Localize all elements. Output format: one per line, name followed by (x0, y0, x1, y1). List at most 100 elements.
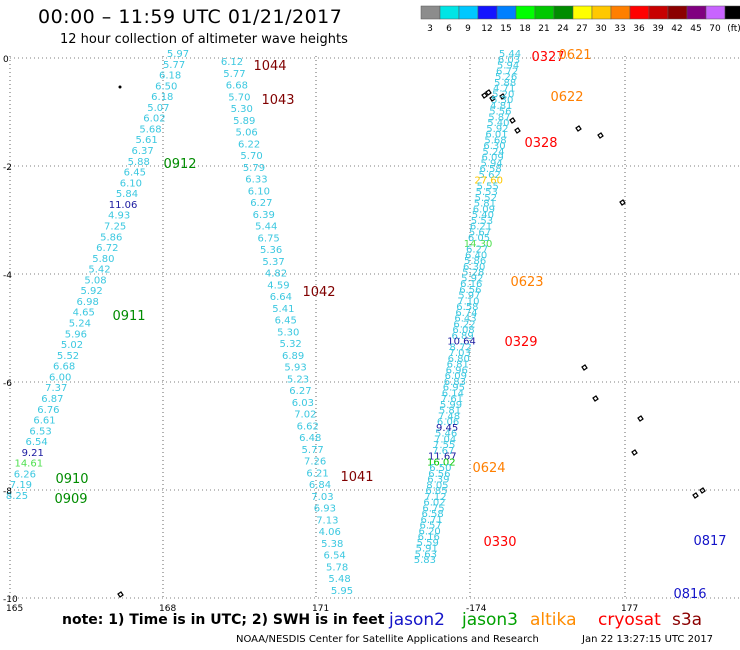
wave-height-value: 5.41 (272, 304, 294, 315)
wave-height-value: 5.77 (163, 60, 185, 71)
wave-height-value: 8.72 (450, 342, 472, 353)
island-outline (597, 132, 604, 139)
wave-height-value: 5.81 (439, 406, 461, 417)
wave-height-value: 6.80 (448, 354, 470, 365)
wave-height-value: 5.53 (471, 216, 493, 227)
island-outline (485, 89, 492, 96)
wave-height-value: 14.30 (464, 239, 493, 250)
colorbar-swatch (534, 5, 555, 20)
wave-height-value: 6.98 (77, 297, 99, 308)
wave-height-value: 5.30 (277, 327, 299, 338)
wave-height-value: 5.63 (415, 549, 437, 560)
colorbar-swatch (420, 5, 441, 20)
pass-time-label: 0624 (472, 461, 505, 476)
wave-height-value: 6.58 (456, 302, 478, 313)
wave-height-value: 6.43 (454, 314, 476, 325)
islands (117, 85, 706, 598)
colorbar: 3 6 9 12 15 18 21 24 27 30 33 36 39 42 45 70 (ft) (420, 5, 740, 34)
legend-jason3: jason3 (462, 610, 518, 630)
colorbar-swatch (610, 5, 631, 20)
footer-note: note: 1) Time is in UTC; 2) SWH is in fe… (62, 612, 385, 628)
wave-height-value: 7.67 (432, 446, 454, 457)
wave-height-value: 5.44 (255, 222, 277, 233)
wave-height-value: 6.62 (297, 421, 319, 432)
wave-height-value: 11.67 (428, 452, 457, 463)
island-dot (118, 85, 122, 89)
colorbar-label: 24 (557, 24, 569, 34)
longitude-label: 171 (312, 604, 329, 614)
wave-height-value: 7.61 (441, 394, 463, 405)
wave-height-value: 6.39 (427, 475, 449, 486)
wave-height-value: 6.56 (428, 469, 450, 480)
wave-height-value: 11.06 (109, 200, 138, 211)
colorbar-swatch (724, 5, 740, 20)
wave-height-value: 5.77 (302, 445, 324, 456)
wave-height-value: 6.27 (289, 386, 311, 397)
wave-height-value: 5.06 (236, 128, 258, 139)
colorbar-label: 9 (465, 24, 471, 34)
wave-height-value: 5.80 (92, 254, 114, 265)
island-outline (481, 92, 488, 99)
wave-height-value: 5.38 (321, 539, 343, 550)
wave-height-value: 6.81 (447, 360, 469, 371)
wave-height-value: 6.05 (468, 233, 490, 244)
wave-height-value: 6.18 (159, 71, 181, 82)
island-outline (699, 487, 706, 494)
island-outline (581, 364, 588, 371)
pass-time-label: 0328 (524, 136, 557, 151)
wave-height-value: 7.13 (316, 515, 338, 526)
wave-height-value: 6.08 (452, 325, 474, 336)
wave-height-value: 5.62 (479, 170, 501, 181)
wave-height-value: 5.56 (489, 107, 511, 118)
wave-height-value: 10.64 (447, 337, 476, 348)
wave-height-value: 27.60 (474, 176, 503, 187)
wave-height-value: 8.05 (426, 480, 448, 491)
pass-time-label: 0327 (531, 50, 564, 65)
wave-height-value: 5.42 (88, 265, 110, 276)
page-title: 00:00 – 11:59 UTC 01/21/2017 (38, 6, 343, 28)
wave-height-value: 7.03 (311, 492, 333, 503)
wave-height-value: 7.04 (434, 434, 456, 445)
colorbar-label: 36 (633, 24, 645, 34)
wave-height-value: 6.33 (245, 175, 267, 186)
wave-height-value: 6.12 (221, 57, 243, 68)
wave-height-value: 6.72 (496, 66, 518, 77)
longitude-label: 168 (159, 604, 176, 614)
colorbar-swatch (477, 5, 498, 20)
wave-height-value: 6.64 (270, 292, 292, 303)
wave-height-value: 6.68 (226, 81, 248, 92)
colorbar-label: 30 (595, 24, 607, 34)
wave-height-value: 7.26 (304, 457, 326, 468)
wave-height-value: 5.52 (475, 193, 497, 204)
wave-height-value: 6.84 (309, 480, 331, 491)
wave-height-value: 4.71 (493, 84, 515, 95)
wave-height-value: 7.25 (104, 221, 126, 232)
wave-height-value: 5.24 (69, 319, 91, 330)
wave-height-value: 5.91 (416, 544, 438, 555)
wave-height-value: 6.01 (485, 130, 507, 141)
wave-height-value: 6.39 (253, 210, 275, 221)
latitude-label: 0 (3, 55, 9, 65)
wave-height-value: 5.26 (495, 72, 517, 83)
wave-height-value: 6.89 (282, 351, 304, 362)
wave-height-value: 4.93 (108, 211, 130, 222)
latitude-label: -4 (3, 271, 12, 281)
wave-height-value: 6.09 (473, 204, 495, 215)
wave-height-value: 6.56 (459, 285, 481, 296)
wave-height-value: 5.30 (491, 95, 513, 106)
wave-height-value: 5.92 (80, 286, 102, 297)
wave-height-value: 6.02 (423, 498, 445, 509)
wave-height-value: 6.75 (258, 233, 280, 244)
island-outline (631, 449, 638, 456)
wave-height-value: 5.83 (414, 555, 436, 566)
wave-height-value: 4.06 (319, 527, 341, 538)
colorbar-label: 12 (481, 24, 492, 34)
wave-height-value: 5.78 (326, 562, 348, 573)
colorbar-label: 21 (538, 24, 549, 34)
wave-height-value: 6.27 (466, 245, 488, 256)
latitude-label: -8 (3, 487, 12, 497)
pass-time-label: 1043 (261, 93, 294, 108)
wave-height-value: 5.94 (497, 61, 519, 72)
